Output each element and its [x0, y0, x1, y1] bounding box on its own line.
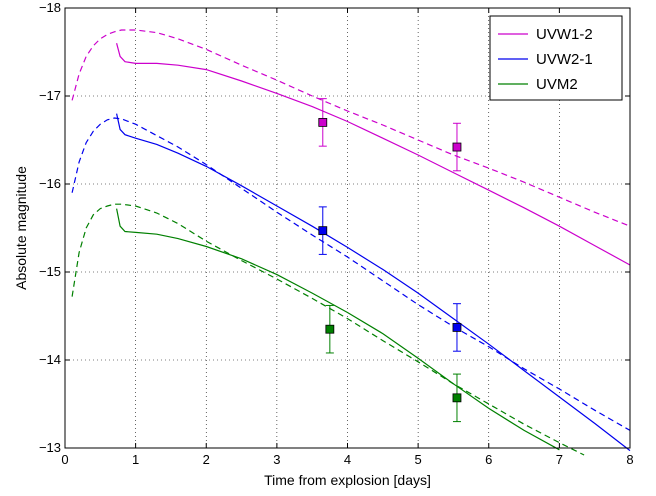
y-tick-label: −13: [39, 440, 61, 455]
data-point-3: [452, 323, 462, 332]
y-tick-label: −18: [39, 0, 61, 15]
legend-label-0: UVW1-2: [536, 26, 593, 43]
legend-label-1: UVW2-1: [536, 51, 593, 68]
points-layer: [318, 98, 462, 423]
y-axis-label: Absolute magnitude: [13, 166, 29, 290]
x-tick-label: 5: [415, 452, 422, 467]
x-tick-label: 7: [556, 452, 563, 467]
series-line-0-solid: [116, 43, 631, 266]
x-tick-label: 8: [626, 452, 633, 467]
data-point-5: [452, 393, 462, 403]
series-line-5-dashed: [71, 203, 585, 456]
x-tick-label: 4: [344, 452, 351, 467]
x-tick-label: 2: [203, 452, 210, 467]
ticks: 0 1 2 3 4 5 6 7 8 −18 −17 −16 −15 −14 −13: [39, 0, 634, 467]
series-line-2-solid: [116, 113, 631, 452]
legend: UVW1-2 UVW2-1 UVM2: [489, 15, 623, 101]
legend-label-2: UVM2: [536, 76, 578, 93]
x-tick-label: 1: [132, 452, 139, 467]
series-line-1-dashed: [71, 29, 631, 227]
grid: [65, 8, 630, 448]
series-line-4-solid: [116, 208, 560, 451]
y-tick-label: −16: [39, 176, 61, 191]
data-point-2: [318, 226, 328, 236]
data-point-4: [325, 324, 335, 334]
series-layer: [71, 29, 631, 456]
x-tick-label: 3: [273, 452, 280, 467]
series-line-3-dashed: [71, 117, 631, 431]
x-tick-label: 0: [61, 452, 68, 467]
x-tick-label: 6: [485, 452, 492, 467]
data-point-1: [452, 142, 462, 152]
x-axis-label: Time from explosion [days]: [264, 472, 431, 488]
legend-box: [489, 15, 623, 101]
y-tick-label: −14: [39, 352, 61, 367]
data-point-0: [318, 118, 328, 127]
y-tick-label: −15: [39, 264, 61, 279]
y-tick-label: −17: [39, 88, 61, 103]
